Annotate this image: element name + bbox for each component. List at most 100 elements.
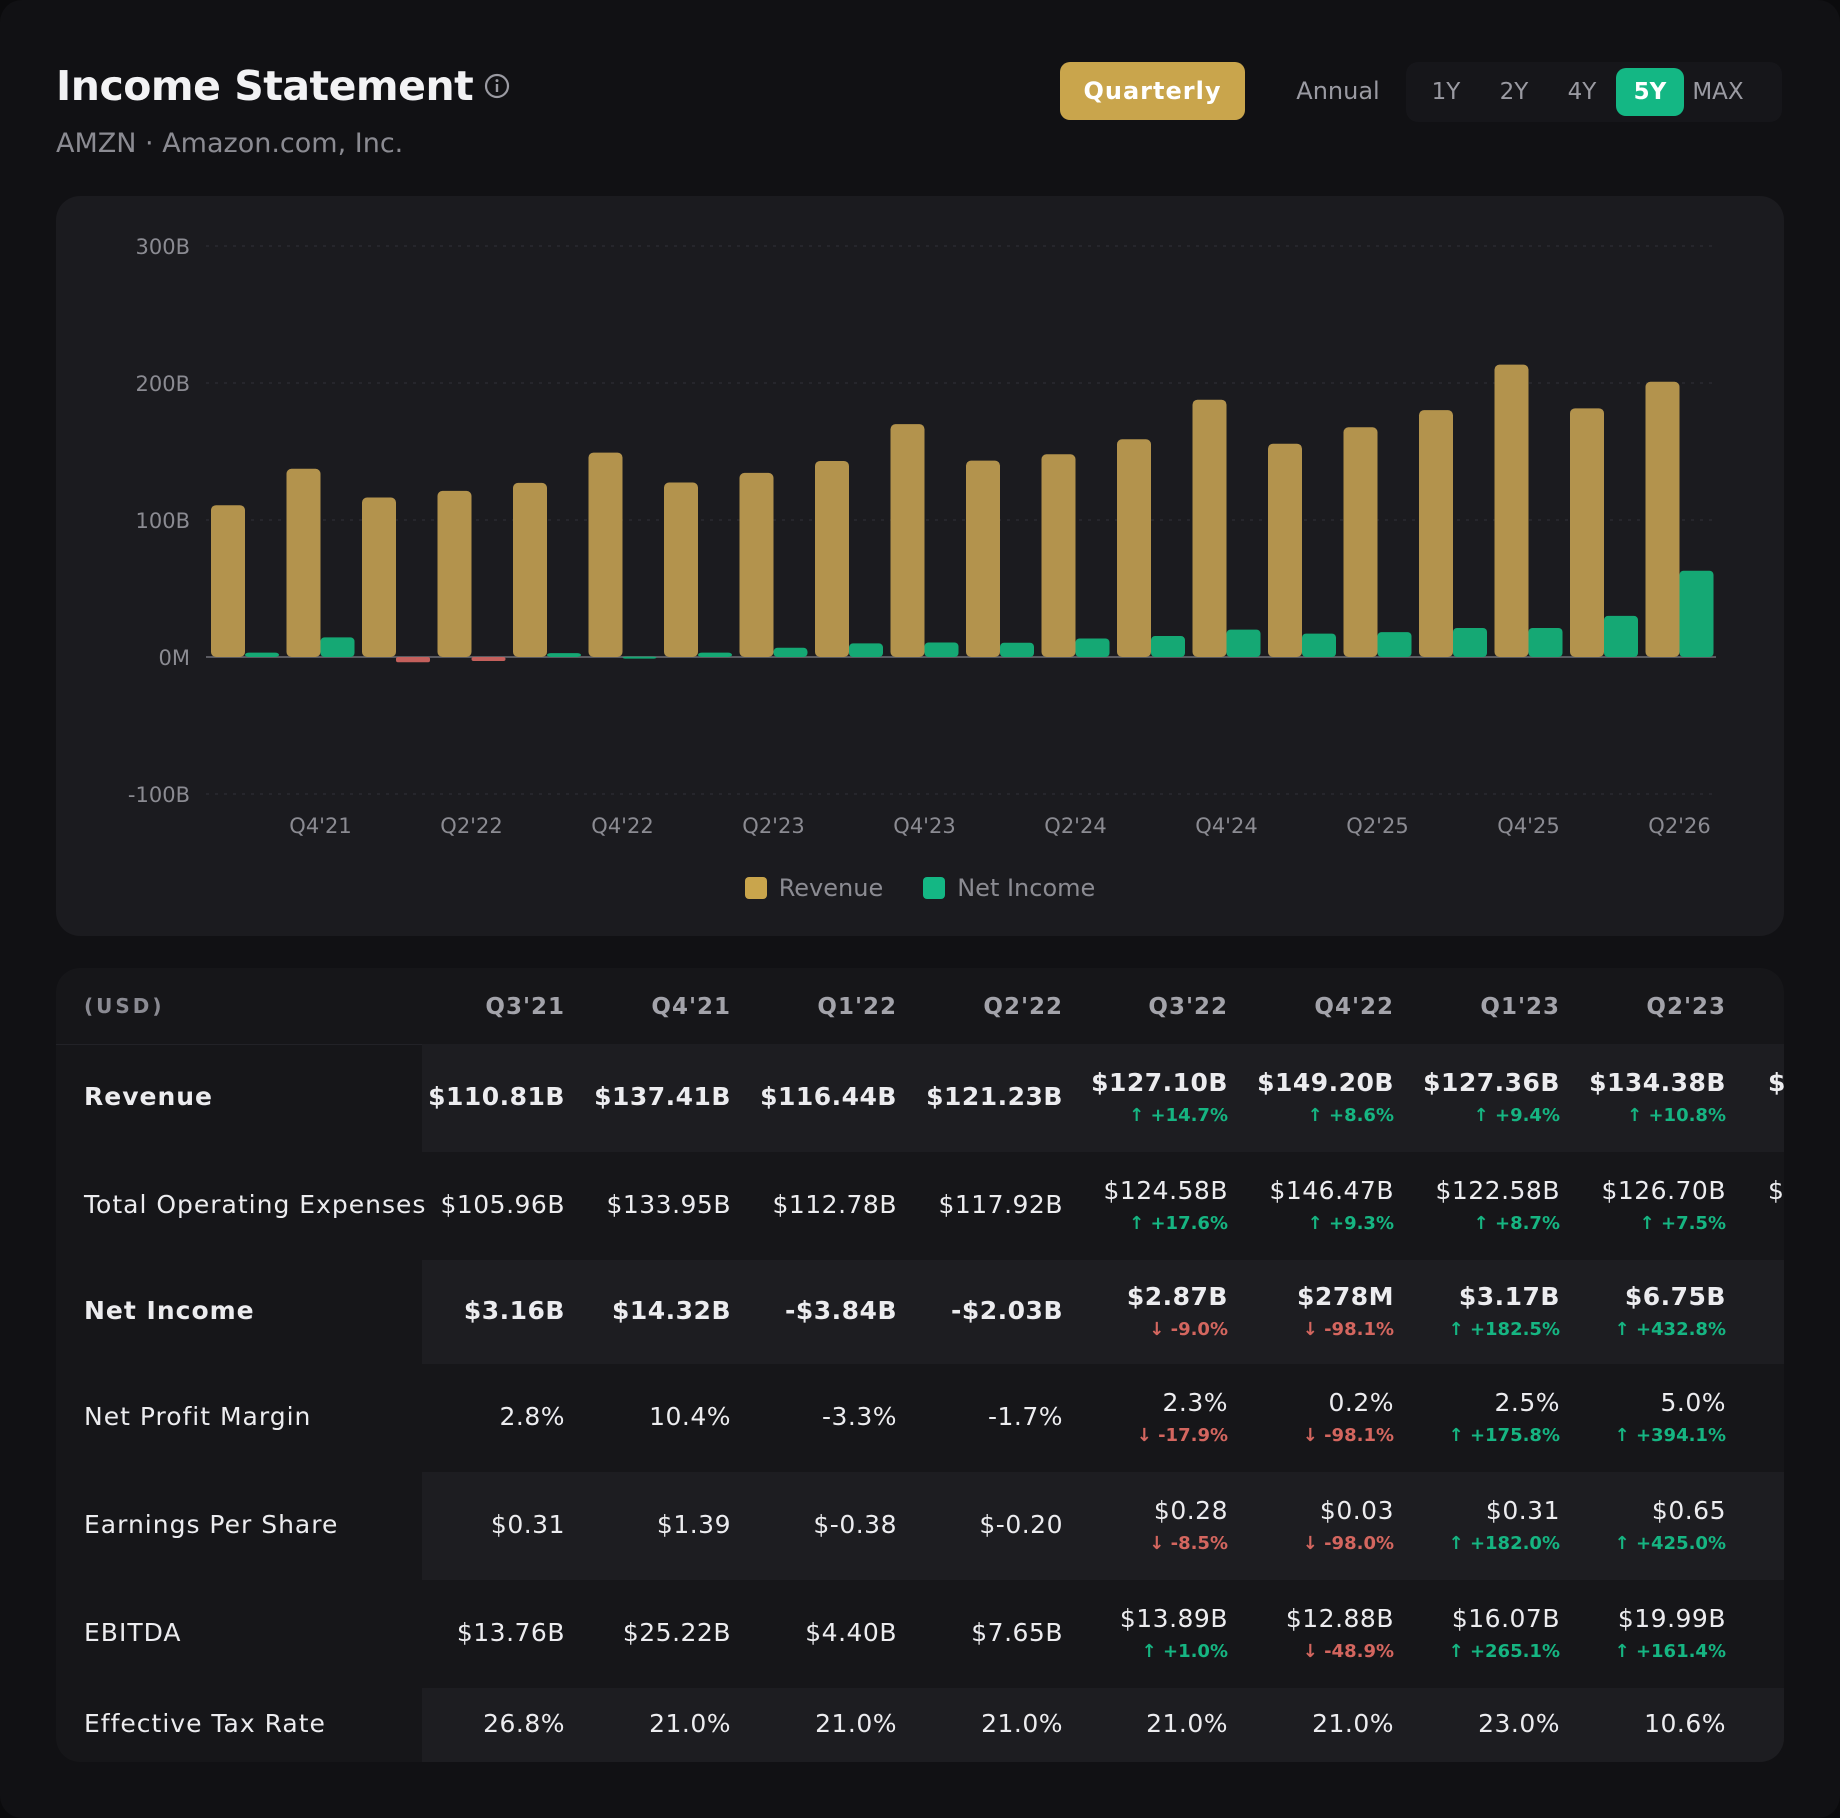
table-row: Total Operating Expenses $105.96B $133.95B… bbox=[56, 1152, 1784, 1260]
row-label: EBITDA bbox=[84, 1618, 182, 1647]
annual-button[interactable]: Annual bbox=[1296, 77, 1380, 105]
info-icon[interactable] bbox=[483, 72, 511, 100]
cell-change: ↓ -98.0% bbox=[1302, 1533, 1394, 1554]
table-cell: $7.65B bbox=[913, 1618, 1063, 1647]
table-cell: 23.0% bbox=[1410, 1709, 1560, 1738]
table-cell: 0.2% ↓ -98.1% bbox=[1244, 1388, 1394, 1446]
net-income-bar bbox=[547, 653, 581, 657]
cell-value: $124.58B bbox=[1103, 1176, 1228, 1205]
cell-change: ↑ +394.1% bbox=[1614, 1425, 1726, 1446]
cell-value: $6.75B bbox=[1624, 1282, 1726, 1311]
row-background bbox=[422, 1260, 1784, 1364]
cell-value: $134.38B bbox=[1589, 1068, 1726, 1097]
cell-change: ↓ -9.0% bbox=[1149, 1319, 1228, 1340]
cell-change: ↑ +175.8% bbox=[1448, 1425, 1560, 1446]
net-income-bar bbox=[1377, 632, 1412, 657]
table-cell: $-0.38 bbox=[747, 1510, 897, 1539]
cell-value: $0.28 bbox=[1153, 1496, 1228, 1525]
cell-value: 10.4% bbox=[649, 1402, 731, 1431]
x-tick-label: Q2'25 bbox=[1346, 814, 1408, 838]
x-tick-label: Q2'24 bbox=[1044, 814, 1106, 838]
range-max-button[interactable]: MAX bbox=[1692, 79, 1744, 105]
table-cell: $0.28 ↓ -8.5% bbox=[1078, 1496, 1228, 1554]
cell-value: $127.36B bbox=[1423, 1068, 1560, 1097]
cell-value: $122.58B bbox=[1435, 1176, 1560, 1205]
table-row: Revenue $110.81B $137.41B $116.44B $121.23B $… bbox=[56, 1044, 1784, 1152]
table-cell: 21.0% bbox=[913, 1709, 1063, 1738]
cell-value: 26.8% bbox=[483, 1709, 565, 1738]
cell-value: $0.31 bbox=[490, 1510, 565, 1539]
cell-change: ↑ +14.7% bbox=[1129, 1105, 1228, 1126]
row-background bbox=[422, 1044, 1784, 1152]
x-tick-label: Q4'22 bbox=[591, 814, 653, 838]
table-row: Effective Tax Rate 26.8% 21.0% 21.0% 21.0% 21… bbox=[56, 1688, 1784, 1762]
cell-value: 0.2% bbox=[1328, 1388, 1394, 1417]
page-title: Income Statement bbox=[56, 62, 511, 110]
table-row: EBITDA $13.76B $25.22B $4.40B $7.65B $13.89B ↑… bbox=[56, 1580, 1784, 1688]
table-cell: $134.38B ↑ +10.8% bbox=[1576, 1068, 1726, 1126]
column-header: Q4'22 bbox=[1314, 994, 1394, 1020]
cell-change: ↑ +265.1% bbox=[1448, 1641, 1560, 1662]
table-cell: $6.75B ↑ +432.8% bbox=[1576, 1282, 1726, 1340]
revenue-bar bbox=[362, 497, 396, 657]
table-cell: $4.40B bbox=[747, 1618, 897, 1647]
cell-value: 2.5% bbox=[1494, 1388, 1560, 1417]
table-cell: $0.31 bbox=[415, 1510, 565, 1539]
x-tick-label: Q4'25 bbox=[1497, 814, 1559, 838]
unit-label: (USD) bbox=[84, 994, 165, 1018]
column-header: Q1'23 bbox=[1480, 994, 1560, 1020]
cell-value: $12.88B bbox=[1285, 1604, 1394, 1633]
net-income-bar bbox=[320, 637, 355, 657]
table-cell: $16.07B ↑ +265.1% bbox=[1410, 1604, 1560, 1662]
cell-value: $7.65B bbox=[971, 1618, 1063, 1647]
cell-change: ↑ +10.8% bbox=[1627, 1105, 1726, 1126]
table-cell: $3.17B ↑ +182.5% bbox=[1410, 1282, 1560, 1340]
row-background bbox=[422, 1580, 1784, 1688]
net-income-bar bbox=[698, 652, 732, 657]
revenue-bar bbox=[211, 505, 245, 657]
income-table: (USD) Q3'21 Q4'21 Q1'22 Q2'22 Q3'22 Q4'22 Q1'2… bbox=[56, 968, 1784, 1762]
net-income-bar bbox=[245, 652, 279, 657]
range-toggle: 1Y 2Y 4Y 5Y MAX bbox=[1406, 62, 1782, 122]
legend-item-net-income[interactable]: Net Income bbox=[923, 874, 1095, 902]
x-tick-label: Q2'26 bbox=[1648, 814, 1710, 838]
revenue-bar bbox=[437, 490, 472, 657]
net-income-bar bbox=[1604, 615, 1638, 657]
cell-value: -1.7% bbox=[987, 1402, 1063, 1431]
range-1y-button[interactable]: 1Y bbox=[1431, 79, 1461, 105]
revenue-bar bbox=[966, 460, 1000, 657]
range-4y-button[interactable]: 4Y bbox=[1567, 79, 1597, 105]
revenue-bar bbox=[588, 452, 623, 657]
table-cell: $3.16B bbox=[415, 1296, 565, 1325]
chart-card: 300B 200B 100B 0M -100B Q4'21 Q2'22 Q4'22 Q2'23 Q… bbox=[56, 196, 1784, 936]
cell-value: $19.99B bbox=[1617, 1604, 1726, 1633]
legend-item-revenue[interactable]: Revenue bbox=[744, 874, 883, 902]
cell-change: ↑ +8.6% bbox=[1307, 1105, 1394, 1126]
revenue-bar bbox=[664, 482, 698, 657]
table-cell: $13.76B bbox=[415, 1618, 565, 1647]
revenue-bar bbox=[1041, 454, 1076, 657]
net-income-bar bbox=[1528, 627, 1563, 657]
cell-value: $25.22B bbox=[622, 1618, 731, 1647]
y-tick-label: -100B bbox=[128, 783, 190, 807]
cell-value: $-0.20 bbox=[979, 1510, 1063, 1539]
table-cell: $133.95B bbox=[581, 1190, 731, 1219]
cell-value: $1.39 bbox=[656, 1510, 731, 1539]
net-income-bar bbox=[1453, 627, 1487, 657]
quarterly-button[interactable]: Quarterly bbox=[1060, 62, 1245, 120]
range-2y-button[interactable]: 2Y bbox=[1499, 79, 1529, 105]
table-cell: -$2.03B bbox=[913, 1296, 1063, 1325]
cell-value: 21.0% bbox=[1146, 1709, 1228, 1738]
row-label: Revenue bbox=[84, 1082, 214, 1111]
table-cell: 21.0% bbox=[747, 1709, 897, 1738]
cell-value: $13.76B bbox=[456, 1618, 565, 1647]
table-cell: $2.87B ↓ -9.0% bbox=[1078, 1282, 1228, 1340]
cell-change: ↑ +8.7% bbox=[1473, 1213, 1560, 1234]
table-cell: $13.89B ↑ +1.0% bbox=[1078, 1604, 1228, 1662]
range-5y-button[interactable]: 5Y bbox=[1616, 68, 1684, 116]
revenue-bar bbox=[1117, 439, 1151, 657]
x-tick-label: Q2'23 bbox=[742, 814, 804, 838]
cell-value: $121.23B bbox=[926, 1082, 1063, 1111]
cell-value: $16.07B bbox=[1451, 1604, 1560, 1633]
column-header: Q2'22 bbox=[983, 994, 1063, 1020]
